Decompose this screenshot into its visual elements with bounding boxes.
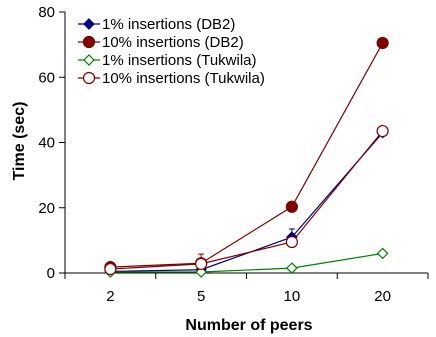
y-tick-label: 40 [38,135,55,152]
series-lines [110,42,384,273]
legend-marker [82,35,96,49]
legend-marker [82,71,96,85]
data-point [286,262,298,274]
x-tick-label: 20 [374,288,391,305]
legend-label: 10% insertions (DB2) [102,34,244,51]
data-point [376,36,389,50]
legend-label: 10% insertions (Tukwila) [102,70,265,87]
y-tick-label: 60 [38,69,55,86]
x-tick-label: 2 [106,288,114,305]
data-point [195,266,207,278]
series-line-0 [110,132,384,272]
y-tick-label: 80 [38,4,55,21]
y-tick-label: 0 [47,265,55,282]
tick-labels: 0 20 40 60 80 2 5 10 20 [38,4,391,305]
legend: 1% insertions (DB2)10% insertions (DB2)1… [78,16,265,87]
x-axis-title: Number of peers [185,317,312,334]
data-point [104,262,117,276]
legend-label: 1% insertions (Tukwila) [102,52,257,69]
legend-marker [83,18,95,30]
series-line-1 [110,42,384,268]
data-point [195,257,208,270]
series-line-3 [110,130,384,270]
y-axis-title: Time (sec) [11,102,28,181]
x-tick-label: 10 [284,288,301,305]
legend-marker [83,54,95,66]
data-point [285,235,298,249]
axes [59,11,429,279]
data-point [376,247,389,260]
x-tick-label: 5 [197,288,205,305]
data-point [376,124,389,138]
data-point [285,200,298,213]
y-tick-label: 20 [38,200,55,217]
data-points [104,36,389,278]
legend-label: 1% insertions (DB2) [102,16,235,33]
series-line-2 [110,252,383,273]
